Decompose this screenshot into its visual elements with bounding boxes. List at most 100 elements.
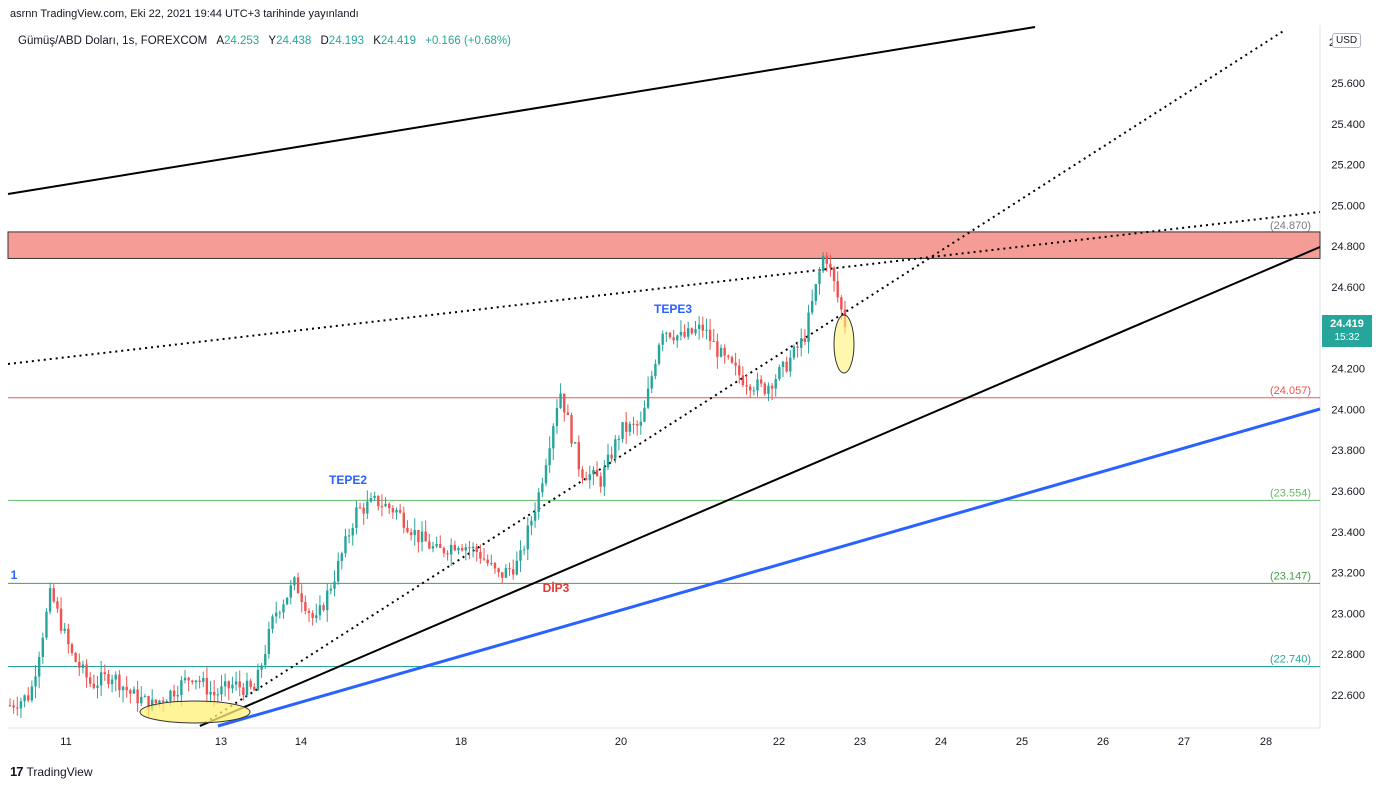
candle-body [643,407,646,422]
y-tick-label: 23.800 [1331,445,1365,457]
candle-body [592,469,595,475]
candle-body [344,536,347,554]
candle-body [603,467,606,487]
candle-body [96,685,99,688]
candle-body [63,628,66,631]
candle-body [748,386,752,391]
candle-body [723,347,726,356]
candle-timer: 15:32 [1334,332,1360,343]
candle-body [23,695,26,702]
candle-body [169,690,172,702]
candle-body [12,705,15,708]
candle-body [161,700,165,703]
candle-body [395,510,398,513]
candle-body [282,604,285,613]
candle-body [501,572,504,578]
candle-body [129,690,132,694]
candle-body [398,510,402,513]
candle-body [672,337,675,341]
candle-body [366,501,369,514]
candle-body [818,271,821,285]
candle-body [490,563,493,565]
candle-body [428,541,431,549]
candle-body [486,559,489,564]
candle-body [420,531,424,543]
candle-body [406,527,409,533]
candle-body [267,629,271,654]
candle-body [172,690,176,697]
candle-body [716,341,719,357]
candle-body [118,674,121,691]
candle-body [460,548,464,551]
candle-body [264,653,267,666]
x-tick-label: 18 [455,736,467,748]
candle-body [278,612,282,614]
close-value: 24.419 [380,35,417,47]
candle-body [548,448,551,466]
dotted-support-line [199,29,1286,727]
candle-body [584,477,588,481]
candle-body [216,694,220,696]
candle-body [482,558,486,560]
candle-body [588,474,591,481]
candle-body [67,628,70,645]
candle-body [734,362,737,366]
close-label: K [373,35,381,47]
candle-body [646,388,650,408]
candle-body [453,544,457,551]
y-tick-label: 23.600 [1331,486,1365,498]
annotation-1: 1 [11,568,18,582]
candle-body [176,695,179,697]
candle-body [708,329,712,341]
low-label: D [320,35,329,47]
candle-body [781,361,785,368]
candle-body [785,361,788,372]
level-label: (23.554) [1270,487,1311,499]
candle-body [439,544,442,548]
candle-body [679,331,683,336]
y-tick-label: 22.600 [1331,690,1365,702]
candle-body [380,506,384,508]
candle-body [307,610,311,614]
currency-selector[interactable]: USD [1332,33,1362,48]
candle-body [333,581,336,589]
candle-body [413,529,416,536]
candle-body [617,439,621,441]
candle-body [289,585,292,598]
highlight-ellipse-recent [833,314,855,374]
candle-body [573,442,577,444]
candle-body [304,602,307,611]
candle-body [191,680,194,683]
x-tick-label: 28 [1260,736,1272,748]
footer-brand[interactable]: 17 TradingView [10,764,93,779]
open-label: A [216,35,225,47]
candle-body [114,674,117,680]
candle-body [767,385,770,394]
high-value: 24.438 [276,35,312,47]
candle-body [234,681,238,685]
x-tick-label: 25 [1016,736,1028,748]
support-trend-line [199,246,1321,727]
candle-body [45,611,48,638]
candle-body [369,498,373,502]
candle-body [355,507,358,528]
candle-body [271,616,274,630]
candle-body [56,601,59,609]
candle-body [683,331,686,337]
candle-body [796,346,799,348]
candle-body [537,492,540,512]
candle-body [209,691,212,695]
candle-body [442,547,446,554]
candle-body [326,590,329,611]
resistance-zone [7,231,1321,259]
candle-body [132,689,136,694]
candle-body [52,588,55,602]
candle-body [763,383,766,394]
candle-body [665,332,668,334]
candle-body [752,390,756,392]
level-label: (22.740) [1270,653,1311,665]
candle-body [719,347,723,357]
annotation-tepe3: TEPE3 [654,302,692,316]
candle-body [48,588,52,612]
